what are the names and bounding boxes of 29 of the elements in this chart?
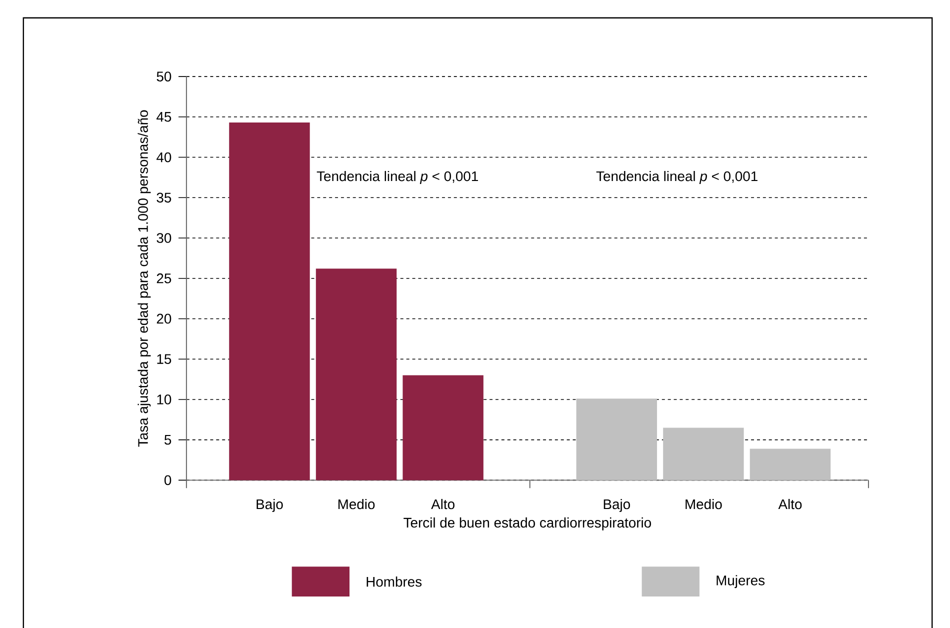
annotation: Tendencia lineal p < 0,001: [316, 170, 478, 184]
legend-label: Hombres: [366, 576, 422, 587]
y-tick-label: 0: [164, 475, 172, 485]
y-tick-label: 45: [156, 112, 172, 122]
x-tick-label: Medio: [338, 498, 375, 510]
y-tick-label: 35: [156, 192, 172, 202]
x-tick-label: Alto: [431, 498, 454, 510]
bar: [576, 398, 658, 480]
x-tick-label: Medio: [686, 498, 722, 510]
bar: [229, 122, 310, 480]
y-tick-label: 20: [156, 314, 172, 324]
y-tick-label: 50: [156, 71, 172, 82]
legend-label: Mujeres: [716, 574, 765, 588]
x-axis-title: Tercil de buen estado cardiorrespiratorio: [404, 517, 652, 530]
x-tick-label: Bajo: [256, 498, 283, 512]
y-tick-label: 15: [157, 354, 172, 364]
bar: [750, 448, 831, 480]
annotation: Tendencia lineal p < 0,001: [596, 170, 758, 184]
y-tick-label: 5: [164, 434, 172, 445]
y-axis-title: Tasa ajustada por edad para cada 1.000 personas/año: [138, 110, 151, 447]
y-tick-label: 30: [156, 232, 172, 243]
x-tick-label: Bajo: [604, 498, 630, 512]
y-tick-label: 40: [156, 152, 172, 162]
y-tick-label: 10: [157, 394, 172, 404]
y-tick-label: 25: [156, 273, 172, 284]
x-tick-label: Alto: [778, 498, 802, 510]
bar: [402, 375, 484, 480]
bar: [316, 268, 397, 480]
bar: [663, 428, 744, 480]
